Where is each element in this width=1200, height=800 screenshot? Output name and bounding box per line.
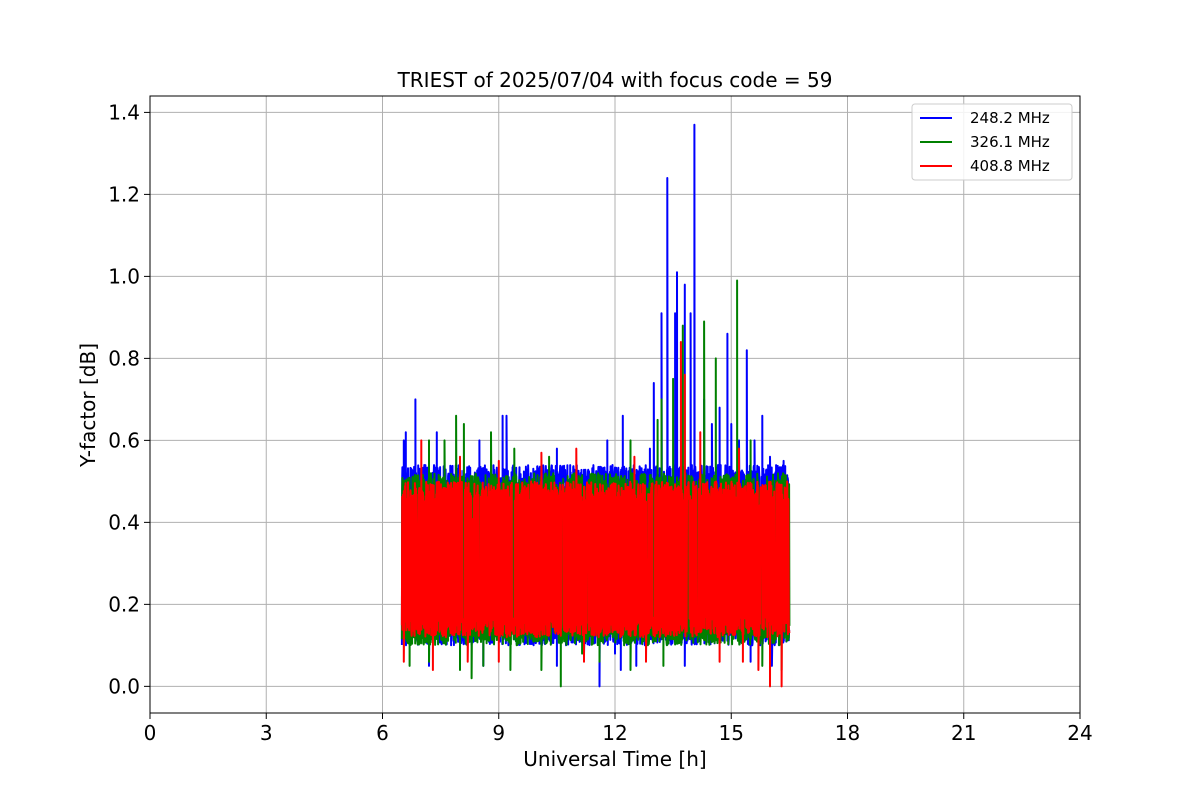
legend-box: [911, 103, 1073, 181]
y-axis-ticks: 0.0 0.2 0.4 0.6 0.8 1.0 1.2 1.4: [108, 100, 150, 698]
y-tick-label: 1.0: [108, 264, 140, 288]
chart-title: TRIEST of 2025/07/04 with focus code = 5…: [397, 68, 833, 92]
y-tick-label: 0.8: [108, 346, 140, 370]
x-tick-label: 12: [602, 721, 627, 745]
y-tick-label: 1.4: [108, 100, 140, 124]
legend-label: 408.8 MHz: [970, 157, 1050, 175]
legend-label: 326.1 MHz: [970, 133, 1050, 151]
x-tick-label: 3: [260, 721, 273, 745]
y-tick-label: 0.2: [108, 592, 140, 616]
x-tick-label: 21: [951, 721, 976, 745]
series-layer: [400, 123, 791, 688]
y-tick-label: 0.6: [108, 428, 140, 452]
legend: 248.2 MHz 326.1 MHz 408.8 MHz: [911, 103, 1073, 181]
series-line-3: [400, 341, 791, 688]
x-tick-label: 9: [492, 721, 505, 745]
legend-label: 248.2 MHz: [970, 109, 1050, 127]
y-tick-label: 0.4: [108, 510, 140, 534]
x-tick-label: 6: [376, 721, 389, 745]
x-tick-label: 24: [1067, 721, 1092, 745]
y-tick-label: 0.0: [108, 674, 140, 698]
x-axis-ticks: 0 3 6 9 12 15 18 21 24: [144, 713, 1093, 745]
x-tick-label: 15: [719, 721, 744, 745]
y-axis-label: Y-factor [dB]: [76, 343, 100, 468]
x-tick-label: 18: [835, 721, 860, 745]
x-axis-label: Universal Time [h]: [523, 747, 706, 771]
y-tick-label: 1.2: [108, 182, 140, 206]
x-tick-label: 0: [144, 721, 157, 745]
